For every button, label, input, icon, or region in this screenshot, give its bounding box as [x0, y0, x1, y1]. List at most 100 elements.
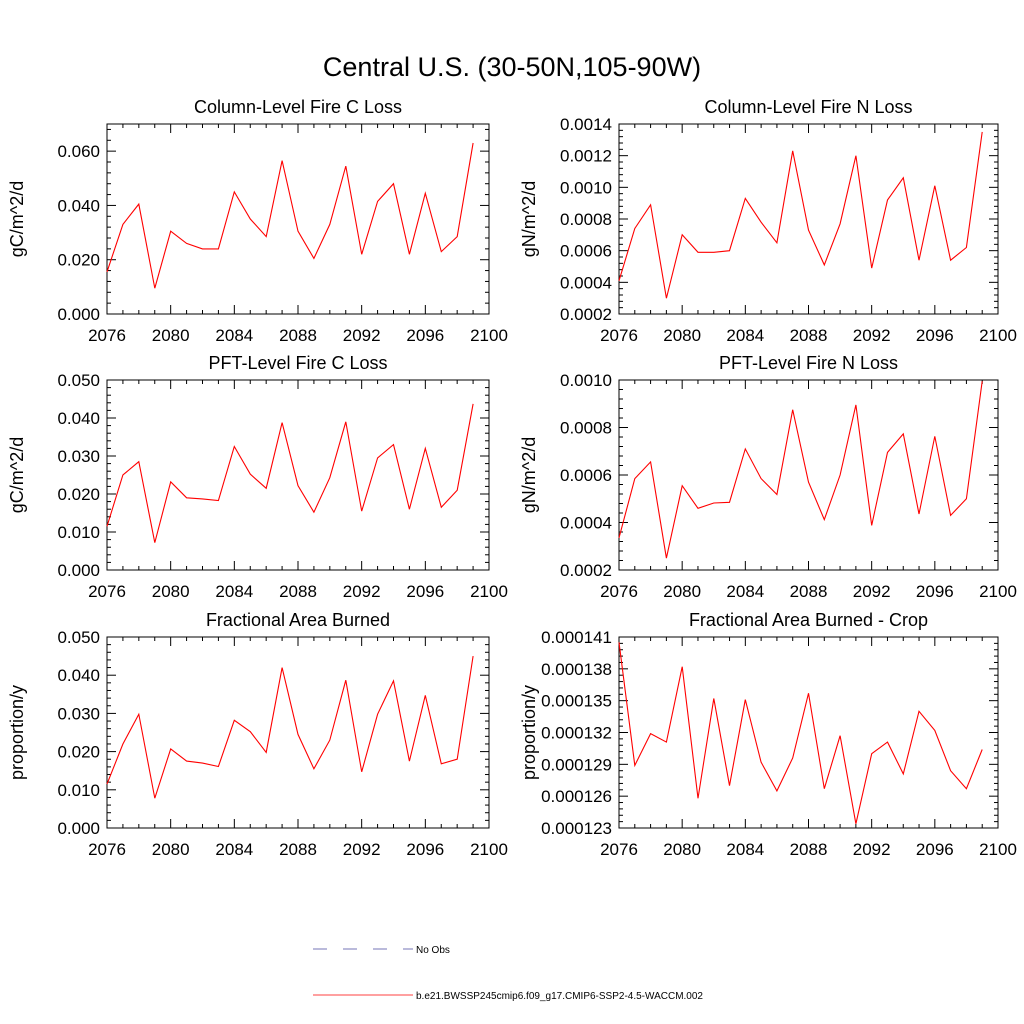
x-tick-label: 2088 — [279, 326, 317, 345]
y-tick-label: 0.010 — [57, 523, 100, 542]
y-tick-label: 0.000129 — [541, 755, 612, 774]
panels-group: Column-Level Fire C Loss gC/m^2/d 2076 2080… — [7, 97, 1017, 859]
y-axis-label: gC/m^2/d — [7, 437, 27, 513]
y-tick-label: 0.040 — [57, 409, 100, 428]
x-tick-label: 2092 — [853, 582, 891, 601]
x-tick-label: 2080 — [663, 840, 701, 859]
plot-frame — [618, 123, 999, 315]
series-line — [106, 142, 474, 289]
x-tick-label: 2076 — [600, 582, 638, 601]
legend: No Obs b.e21.BWSSP245cmip6.f09_g17.CMIP6… — [313, 945, 703, 1002]
x-tick-label: 2084 — [726, 840, 764, 859]
y-tick-label: 0.030 — [57, 447, 100, 466]
page-title: Central U.S. (30-50N,105-90W) — [323, 52, 701, 82]
x-tick-label: 2096 — [916, 840, 954, 859]
series-line — [106, 403, 474, 543]
y-tick-label: 0.000 — [57, 819, 100, 838]
y-tick-label: 0.0010 — [560, 178, 612, 197]
y-tick-label: 0.000123 — [541, 819, 612, 838]
y-tick-label: 0.0008 — [560, 210, 612, 229]
y-axis-label: proportion/y — [7, 685, 27, 780]
x-tick-label: 2084 — [726, 582, 764, 601]
x-tick-label: 2080 — [152, 326, 190, 345]
y-axis-label: proportion/y — [519, 685, 539, 780]
x-tick-label: 2080 — [663, 326, 701, 345]
x-tick-label: 2088 — [790, 840, 828, 859]
x-tick-label: 2096 — [406, 326, 444, 345]
plot-frame — [106, 379, 490, 571]
y-tick-label: 0.020 — [57, 485, 100, 504]
y-tick-label: 0.000 — [57, 305, 100, 324]
legend-model-label: b.e21.BWSSP245cmip6.f09_g17.CMIP6-SSP2-4… — [416, 991, 703, 1002]
x-tick-label: 2088 — [279, 582, 317, 601]
series-line — [618, 131, 983, 299]
y-axis-label: gC/m^2/d — [7, 181, 27, 257]
x-tick-label: 2080 — [663, 582, 701, 601]
y-tick-label: 0.000135 — [541, 692, 612, 711]
chart-title: Column-Level Fire N Loss — [704, 97, 912, 117]
x-tick-label: 2096 — [406, 582, 444, 601]
chart-title: Fractional Area Burned - Crop — [689, 610, 928, 630]
y-tick-label: 0.040 — [57, 196, 100, 215]
y-axis-label: gN/m^2/d — [519, 437, 539, 513]
chart-panel-3: PFT-Level Fire C Loss gC/m^2/d 2076 2080 208… — [7, 353, 508, 601]
chart-title: Column-Level Fire C Loss — [194, 97, 402, 117]
x-tick-label: 2088 — [790, 582, 828, 601]
x-tick-label: 2096 — [916, 326, 954, 345]
y-tick-label: 0.000141 — [541, 628, 612, 647]
y-tick-label: 0.0008 — [560, 419, 612, 438]
y-tick-label: 0.0010 — [560, 371, 612, 390]
x-tick-label: 2088 — [279, 840, 317, 859]
chart-title: Fractional Area Burned — [206, 610, 390, 630]
x-tick-label: 2096 — [406, 840, 444, 859]
x-tick-label: 2096 — [916, 582, 954, 601]
y-tick-label: 0.0006 — [560, 242, 612, 261]
y-axis-label: gN/m^2/d — [519, 181, 539, 257]
x-tick-label: 2076 — [88, 582, 126, 601]
chart-panel-6: Fractional Area Burned - Crop proportion/… — [519, 610, 1017, 859]
y-tick-label: 0.0014 — [560, 115, 612, 134]
y-tick-label: 0.030 — [57, 704, 100, 723]
y-tick-label: 0.0012 — [560, 147, 612, 166]
x-tick-label: 2100 — [979, 326, 1017, 345]
x-tick-label: 2076 — [600, 326, 638, 345]
x-tick-label: 2100 — [979, 840, 1017, 859]
plot-frame — [106, 123, 490, 315]
x-tick-label: 2092 — [853, 840, 891, 859]
chart-panel-4: PFT-Level Fire N Loss gN/m^2/d 2076 2080 208… — [519, 353, 1017, 601]
series-line — [618, 381, 983, 559]
x-tick-label: 2076 — [600, 840, 638, 859]
x-tick-label: 2076 — [88, 326, 126, 345]
x-tick-label: 2092 — [343, 326, 381, 345]
y-tick-label: 0.000138 — [541, 660, 612, 679]
x-tick-label: 2092 — [343, 840, 381, 859]
legend-obs-label: No Obs — [416, 945, 450, 956]
y-tick-label: 0.020 — [57, 251, 100, 270]
y-tick-label: 0.0006 — [560, 466, 612, 485]
chart-panel-2: Column-Level Fire N Loss gN/m^2/d 2076 2080… — [519, 97, 1017, 345]
y-tick-label: 0.000 — [57, 561, 100, 580]
y-tick-label: 0.020 — [57, 743, 100, 762]
plot-frame — [618, 379, 999, 571]
chart-panel-1: Column-Level Fire C Loss gC/m^2/d 2076 2080… — [7, 97, 508, 345]
y-tick-label: 0.050 — [57, 371, 100, 390]
y-tick-label: 0.010 — [57, 781, 100, 800]
y-tick-label: 0.000126 — [541, 787, 612, 806]
y-tick-label: 0.050 — [57, 628, 100, 647]
chart-title: PFT-Level Fire N Loss — [719, 353, 898, 373]
x-tick-label: 2092 — [853, 326, 891, 345]
y-tick-label: 0.0002 — [560, 305, 612, 324]
y-tick-label: 0.040 — [57, 666, 100, 685]
x-tick-label: 2084 — [215, 840, 253, 859]
x-tick-label: 2080 — [152, 840, 190, 859]
x-tick-label: 2084 — [726, 326, 764, 345]
x-tick-label: 2100 — [979, 582, 1017, 601]
x-tick-label: 2092 — [343, 582, 381, 601]
y-tick-label: 0.0004 — [560, 273, 612, 292]
chart-panel-5: Fractional Area Burned proportion/y 2076 20… — [7, 610, 508, 859]
x-tick-label: 2088 — [790, 326, 828, 345]
plot-frame — [618, 636, 999, 829]
chart-title: PFT-Level Fire C Loss — [208, 353, 387, 373]
x-tick-label: 2100 — [470, 326, 508, 345]
